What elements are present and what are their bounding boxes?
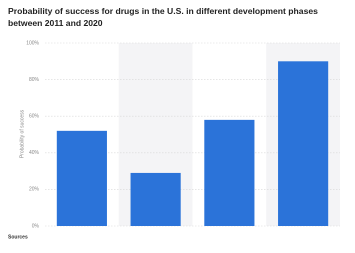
y-tick-label: 20% [29,187,40,193]
chart-title: Probability of success for drugs in the … [8,6,318,28]
bar [278,61,329,226]
bar [204,119,255,226]
y-axis-label: Probability of success [19,109,25,158]
y-tick-label: 80% [29,77,40,83]
bar [56,130,107,226]
y-tick-label: 100% [26,40,39,46]
y-tick-label: 40% [29,150,40,156]
y-tick-label: 0% [32,223,40,229]
y-tick-label: 60% [29,114,40,120]
source-heading: Sources [8,234,28,240]
bar [130,172,181,226]
